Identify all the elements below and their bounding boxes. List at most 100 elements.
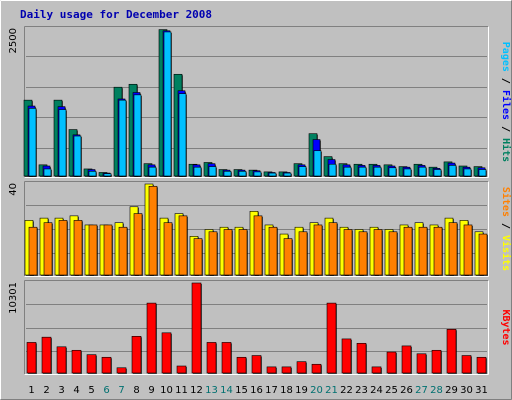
panel-bottom-bar-kbytes [341,338,352,374]
panel-top-series-label-part: Pages [500,42,511,72]
panel-middle-bar-sites [358,231,368,276]
panel-bottom-bar-kbytes [431,349,442,374]
panel-bottom-bar-kbytes [251,355,262,374]
x-tick-label: 13 [205,385,218,396]
x-tick-label: 17 [265,385,278,396]
panel-bottom-bar-kbytes [26,342,37,374]
panel-bottom-bar-kbytes [401,345,412,374]
panel-bottom-bar-kbytes [116,367,127,374]
panel-middle-bar-sites [433,226,443,276]
panel-top-series-label-part: / [500,72,511,90]
x-tick-label: 27 [415,385,428,396]
panel-visits-sites: 40 Sites / Visits [8,181,512,277]
panel-bottom-bar-kbytes [41,336,52,374]
panel-middle-bar-sites [193,238,203,276]
panel-bottom-bar-kbytes [416,353,427,374]
panel-bottom-bar-kbytes [71,349,82,374]
panel-bottom-bar-kbytes [281,366,292,374]
panel-middle-bar-sites [343,229,353,276]
panel-top-bar-pages [298,166,307,177]
panel-bottom-bar-kbytes [446,329,457,374]
panel-middle-bar-sites [28,226,38,276]
panel-bottom-bar-kbytes [131,336,142,374]
panel-top-series-label-part: / [500,120,511,138]
panel-bottom-bar-kbytes [371,366,382,374]
x-tick-label: 6 [103,385,109,396]
panel-bottom-bar-kbytes [221,342,232,374]
x-tick-label: 29 [445,385,458,396]
panel-middle-bar-sites [298,231,308,276]
x-tick-label: 7 [118,385,124,396]
x-tick-label: 25 [385,385,398,396]
x-tick-label: 22 [340,385,353,396]
panel-middle-bar-sites [388,231,398,276]
panel-top-bar-pages [28,108,37,177]
panel-middle-bar-sites [103,224,113,276]
panel-middle-bar-sites [58,220,68,276]
x-tick-label: 12 [190,385,203,396]
panel-bottom-bar-kbytes [266,366,277,374]
panel-bottom-bar-kbytes [206,342,217,374]
panel-middle-bar-sites [178,215,188,276]
x-tick-label: 14 [220,385,233,396]
x-tick-label: 28 [430,385,443,396]
panel-top-bar-pages [148,166,157,177]
x-tick-label: 2 [43,385,49,396]
x-tick-label: 5 [88,385,94,396]
panel-bottom-bar-kbytes [311,363,322,374]
panel-top-bar-pages [328,163,337,177]
panel-bottom-bar-kbytes [86,354,97,374]
panel-middle-bar-sites [313,224,323,276]
panel-top-bar-pages [268,172,277,177]
panel-bottom-ymax-label: 10301 [8,282,19,314]
panel-middle-series-label-part: Sites [500,187,512,217]
panel-middle-bar-sites [268,226,278,276]
panel-top-bar-pages [88,170,97,177]
panel-middle-bar-sites [223,229,233,276]
panel-bottom-bar-kbytes [176,365,187,374]
panel-top-bar-pages [193,166,202,177]
panel-top-bar-pages [223,170,232,177]
panel-middle-series-label-part: / [500,217,511,235]
x-tick-label: 10 [160,385,173,396]
panel-bottom-bar-kbytes [461,355,472,374]
panel-middle-bar-sites [148,185,158,276]
panel-hits-files-pages: 2500 Pages / Files / Hits [8,26,512,178]
x-tick-label: 19 [295,385,308,396]
panel-top-bar-pages [463,168,472,177]
panel-top-bar-pages [388,167,397,177]
panel-top-bar-pages [238,170,247,177]
chart-title: Daily usage for December 2008 [20,8,212,21]
panel-top-bar-pages [313,150,322,177]
panel-bottom-bar-kbytes [476,356,487,374]
panel-middle-bar-sites [88,224,98,276]
panel-top-bar-pages [163,31,172,177]
panel-middle-bar-sites [43,222,53,276]
panel-top-bar-pages [58,109,67,177]
x-tick-label: 3 [58,385,64,396]
panel-middle-bar-sites [403,226,413,276]
x-tick-label: 18 [280,385,293,396]
x-tick-label: 31 [475,385,488,396]
panel-middle-bar-sites [238,229,248,276]
panel-bottom-series-label: KBytes [500,309,511,345]
panel-middle-bar-sites [73,220,83,276]
panel-middle-bar-sites [328,222,338,276]
panel-kbytes: 10301 KBytes [8,280,511,375]
x-tick-label: 15 [235,385,248,396]
panel-bottom-bar-kbytes [146,302,157,374]
panel-top-bar-pages [73,135,82,177]
panel-middle-bar-sites [118,226,128,276]
x-tick-label: 20 [310,385,323,396]
panel-top-bar-pages [343,166,352,177]
panel-top-bar-pages [43,168,52,177]
panel-top-bar-pages [373,166,382,177]
panel-top-bar-pages [478,169,487,177]
panel-top-ymax-label: 2500 [8,28,19,53]
panel-top-bar-pages [103,173,112,177]
x-tick-label: 26 [400,385,413,396]
panel-top-series-label-part: Hits [500,138,512,162]
panel-middle-bar-sites [163,222,173,276]
panel-top-bar-pages [178,93,187,177]
